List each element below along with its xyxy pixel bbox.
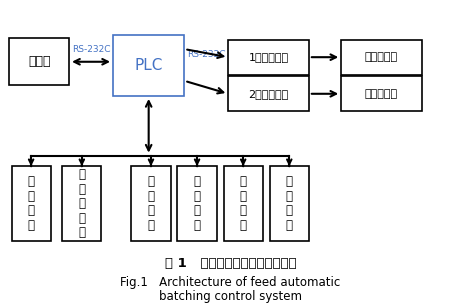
Text: 控
制
室
面
板: 控 制 室 面 板 bbox=[78, 168, 85, 239]
Text: 进
料
电
机: 进 料 电 机 bbox=[148, 175, 154, 232]
Bar bbox=[341, 40, 422, 75]
Text: 图 1   饲料自动配料控制系统架构: 图 1 饲料自动配料控制系统架构 bbox=[165, 257, 296, 270]
Text: Fig.1   Architecture of feed automatic: Fig.1 Architecture of feed automatic bbox=[120, 276, 341, 289]
Text: 称重传感器: 称重传感器 bbox=[365, 89, 398, 99]
Text: 搅
拌
电
机: 搅 拌 电 机 bbox=[240, 175, 247, 232]
Bar bbox=[9, 38, 69, 85]
Text: 现
场
面
板: 现 场 面 板 bbox=[28, 175, 35, 232]
Text: 2号称重仪表: 2号称重仪表 bbox=[248, 89, 289, 99]
Bar bbox=[228, 40, 309, 75]
Text: 称重传感器: 称重传感器 bbox=[365, 52, 398, 62]
Bar bbox=[224, 166, 263, 241]
Text: RS-232C: RS-232C bbox=[187, 50, 225, 59]
Bar bbox=[12, 166, 51, 241]
Text: 1号称重仪表: 1号称重仪表 bbox=[248, 52, 289, 62]
Bar bbox=[177, 166, 217, 241]
Text: RS-232C: RS-232C bbox=[72, 45, 110, 54]
Bar bbox=[62, 166, 101, 241]
Text: 进
料
阀
门: 进 料 阀 门 bbox=[194, 175, 201, 232]
Text: 出
料
阀
门: 出 料 阀 门 bbox=[286, 175, 293, 232]
Bar bbox=[228, 76, 309, 111]
Bar bbox=[270, 166, 309, 241]
Text: batching control system: batching control system bbox=[159, 290, 302, 303]
Bar bbox=[131, 166, 171, 241]
Text: 触摸屏: 触摸屏 bbox=[28, 55, 50, 68]
Text: PLC: PLC bbox=[135, 58, 163, 73]
Bar bbox=[113, 35, 184, 96]
Bar bbox=[341, 76, 422, 111]
